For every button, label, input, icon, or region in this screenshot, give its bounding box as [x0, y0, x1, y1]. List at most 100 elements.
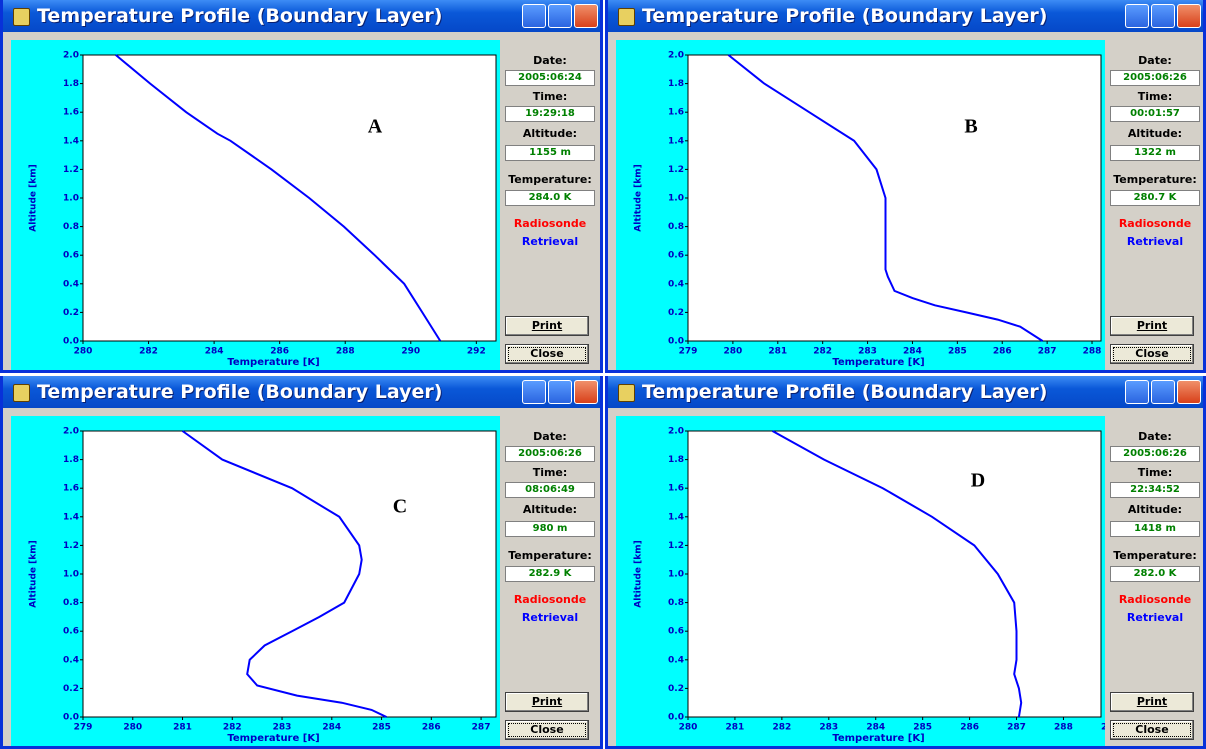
x-tick-label: 289: [1101, 723, 1105, 733]
x-tick-label: 282: [139, 347, 158, 357]
temperature-field: 280.7 K: [1110, 190, 1200, 206]
close-button[interactable]: Close: [505, 720, 589, 740]
x-tick-label: 284: [322, 723, 341, 733]
y-axis-label: Altitude [km]: [29, 540, 39, 607]
y-tick-label: 0.2: [63, 308, 79, 318]
x-tick-label: 284: [866, 723, 885, 733]
y-tick-label: 1.0: [668, 570, 684, 580]
x-tick-label: 287: [472, 723, 491, 733]
x-tick-label: 281: [726, 723, 745, 733]
y-tick-label: 0.0: [63, 337, 79, 347]
x-tick-label: 290: [401, 347, 420, 357]
minimize-button[interactable]: [1125, 4, 1149, 28]
close-window-button[interactable]: [1177, 380, 1201, 404]
y-tick-label: 0.8: [668, 598, 684, 608]
temperature-field: 282.0 K: [1110, 566, 1200, 582]
y-tick-label: 1.4: [668, 512, 684, 522]
time-field: 00:01:57: [1110, 106, 1200, 122]
x-axis-label: Temperature [K]: [227, 357, 319, 368]
y-tick-label: 0.4: [668, 655, 684, 665]
print-button[interactable]: Print: [1110, 692, 1194, 712]
minimize-button[interactable]: [522, 4, 546, 28]
y-tick-label: 1.2: [63, 165, 79, 175]
y-tick-label: 0.2: [63, 684, 79, 694]
plot-area: [687, 54, 1102, 342]
y-axis-label: Altitude [km]: [634, 164, 644, 231]
x-tick-label: 281: [173, 723, 192, 733]
y-tick-label: 1.6: [668, 484, 684, 494]
time-label: Time:: [532, 466, 568, 479]
print-button[interactable]: Print: [505, 316, 589, 336]
y-tick-label: 1.2: [668, 165, 684, 175]
close-window-button[interactable]: [574, 4, 598, 28]
window: Temperature Profile (Boundary Layer) 0.0 0…: [0, 0, 603, 373]
x-tick-label: 285: [913, 723, 932, 733]
close-button[interactable]: Close: [505, 344, 589, 364]
altitude-label: Altitude:: [1127, 503, 1183, 516]
temperature-label: Temperature:: [1113, 173, 1197, 186]
date-label: Date:: [1138, 54, 1172, 67]
plot-area: [82, 54, 497, 342]
maximize-button[interactable]: [1151, 4, 1175, 28]
y-tick-label: 1.8: [668, 79, 684, 89]
x-tick-label: 282: [223, 723, 242, 733]
minimize-button[interactable]: [1125, 380, 1149, 404]
y-tick-label: 2.0: [63, 51, 79, 61]
title-bar: Temperature Profile (Boundary Layer): [3, 0, 600, 32]
chart: 0.0 0.2 0.4 0.6 0.8 1.0 1.2 1.4 1.6 1.8 2.0 279 280 2…: [11, 416, 500, 746]
title-bar: Temperature Profile (Boundary Layer): [3, 376, 600, 408]
plot: 0.0 0.2 0.4 0.6 0.8 1.0 1.2 1.4 1.6 1.8 2.0 280 281 2…: [634, 427, 1106, 745]
close-button[interactable]: Close: [1110, 344, 1194, 364]
chart: 0.0 0.2 0.4 0.6 0.8 1.0 1.2 1.4 1.6 1.8 2.0 280 282 2…: [11, 40, 500, 370]
minimize-button[interactable]: [522, 380, 546, 404]
panel-letter: C: [393, 496, 407, 518]
app-icon: [13, 8, 30, 26]
altitude-field: 980 m: [505, 521, 595, 537]
y-tick-label: 1.8: [668, 455, 684, 465]
x-tick-label: 288: [1083, 347, 1102, 357]
y-tick-label: 1.6: [63, 484, 79, 494]
y-tick-label: 2.0: [668, 427, 684, 437]
legend-entry: Radiosonde: [513, 217, 587, 230]
altitude-label: Altitude:: [1127, 127, 1183, 140]
y-tick-label: 0.0: [63, 713, 79, 723]
print-button[interactable]: Print: [1110, 316, 1194, 336]
altitude-field: 1418 m: [1110, 521, 1200, 537]
x-tick-label: 283: [273, 723, 292, 733]
app-icon: [13, 384, 30, 402]
window-title: Temperature Profile (Boundary Layer): [37, 5, 443, 27]
y-tick-label: 1.2: [63, 541, 79, 551]
maximize-button[interactable]: [548, 4, 572, 28]
time-field: 08:06:49: [505, 482, 595, 498]
x-tick-label: 286: [422, 723, 441, 733]
close-button[interactable]: Close: [1110, 720, 1194, 740]
y-tick-label: 0.8: [668, 222, 684, 232]
window-title: Temperature Profile (Boundary Layer): [37, 381, 443, 403]
y-tick-label: 0.2: [668, 308, 684, 318]
altitude-label: Altitude:: [522, 127, 578, 140]
legend-entry: Retrieval: [521, 611, 579, 624]
y-tick-label: 1.4: [668, 136, 684, 146]
x-tick-label: 281: [768, 347, 787, 357]
maximize-button[interactable]: [1151, 380, 1175, 404]
x-tick-label: 283: [819, 723, 838, 733]
maximize-button[interactable]: [548, 380, 572, 404]
title-bar: Temperature Profile (Boundary Layer): [608, 0, 1203, 32]
y-tick-label: 1.6: [63, 108, 79, 118]
x-tick-label: 280: [679, 723, 698, 733]
x-tick-label: 283: [858, 347, 877, 357]
close-window-button[interactable]: [574, 380, 598, 404]
y-tick-label: 0.4: [668, 279, 684, 289]
panel-letter: B: [964, 116, 977, 138]
time-field: 19:29:18: [505, 106, 595, 122]
close-window-button[interactable]: [1177, 4, 1201, 28]
print-button[interactable]: Print: [505, 692, 589, 712]
x-tick-label: 279: [74, 723, 93, 733]
y-tick-label: 1.4: [63, 512, 79, 522]
legend-entry: Radiosonde: [513, 593, 587, 606]
legend-entry: Retrieval: [521, 235, 579, 248]
y-tick-label: 0.6: [63, 627, 79, 637]
time-label: Time:: [532, 90, 568, 103]
date-label: Date:: [533, 54, 567, 67]
x-tick-label: 288: [1054, 723, 1073, 733]
